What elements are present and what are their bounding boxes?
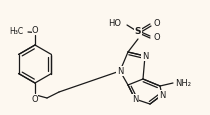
Text: S: S (135, 27, 141, 36)
Text: O: O (32, 26, 38, 35)
Text: N: N (142, 52, 148, 61)
Text: N: N (117, 67, 123, 76)
Text: N: N (132, 95, 138, 104)
Text: NH₂: NH₂ (175, 79, 191, 88)
Text: O: O (32, 94, 38, 103)
Text: HO: HO (108, 18, 121, 27)
Text: O: O (154, 33, 161, 42)
Text: H₃C: H₃C (9, 26, 23, 35)
Text: N: N (159, 91, 165, 100)
Text: O: O (153, 19, 160, 28)
